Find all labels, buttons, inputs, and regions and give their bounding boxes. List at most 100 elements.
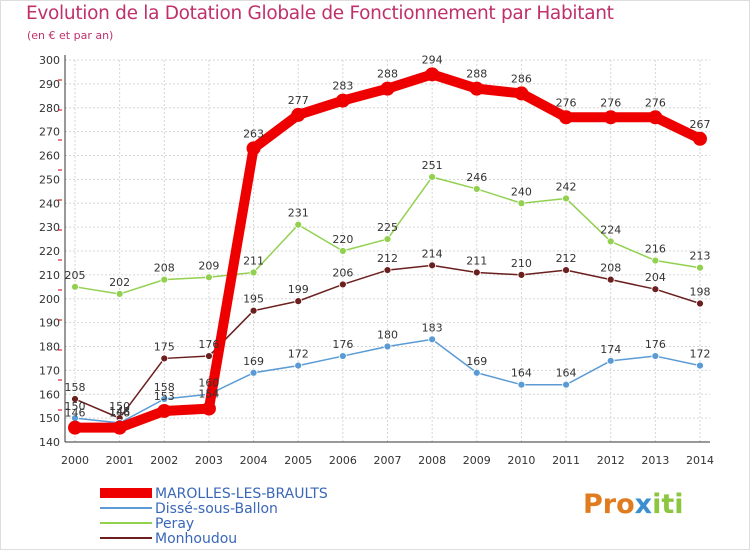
x-tick-label: 2001 bbox=[106, 454, 134, 467]
data-label: 172 bbox=[288, 348, 309, 361]
data-label: 198 bbox=[690, 286, 711, 299]
chart-title: Evolution de la Dotation Globale de Fonc… bbox=[26, 3, 614, 24]
data-point bbox=[294, 297, 303, 306]
chart-subtitle: (en € et par an) bbox=[27, 29, 114, 42]
data-label: 208 bbox=[154, 262, 175, 275]
data-label: 210 bbox=[511, 257, 532, 270]
data-point bbox=[428, 173, 437, 181]
data-point bbox=[160, 354, 169, 363]
data-point bbox=[246, 141, 261, 156]
data-label: 276 bbox=[645, 96, 666, 109]
data-point bbox=[115, 290, 124, 298]
data-point bbox=[696, 361, 704, 370]
y-tick-label: 170 bbox=[39, 364, 60, 377]
x-tick-label: 2010 bbox=[507, 454, 535, 467]
data-label: 251 bbox=[422, 159, 443, 172]
data-point bbox=[338, 352, 347, 360]
data-label: 209 bbox=[198, 259, 219, 272]
data-label: 214 bbox=[422, 247, 443, 260]
x-tick-label: 2004 bbox=[240, 454, 268, 467]
legend-label: Dissé-sous-Ballon bbox=[155, 501, 278, 517]
legend-label: MAROLLES-LES-BRAULTS bbox=[155, 486, 328, 502]
data-point bbox=[68, 420, 82, 435]
data-label: 231 bbox=[288, 207, 309, 220]
data-label: 164 bbox=[511, 367, 532, 380]
data-label: 205 bbox=[65, 269, 86, 282]
data-label: 169 bbox=[466, 355, 487, 368]
data-label: 276 bbox=[600, 96, 621, 109]
data-label: 211 bbox=[466, 254, 487, 267]
data-point bbox=[249, 368, 258, 377]
data-point bbox=[651, 285, 660, 294]
legend-label: Peray bbox=[155, 516, 194, 532]
data-point bbox=[249, 268, 258, 277]
data-point bbox=[648, 110, 663, 125]
data-point bbox=[606, 237, 615, 246]
y-tick-label: 210 bbox=[39, 269, 60, 282]
data-label: 199 bbox=[288, 283, 309, 296]
y-tick-label: 150 bbox=[39, 412, 60, 425]
data-point bbox=[603, 110, 618, 125]
data-label: 164 bbox=[556, 367, 577, 380]
x-tick-label: 2013 bbox=[641, 454, 669, 467]
data-label: 169 bbox=[243, 355, 264, 368]
data-point bbox=[294, 361, 303, 370]
data-point bbox=[651, 256, 660, 265]
data-point bbox=[428, 335, 437, 344]
data-label: 174 bbox=[600, 343, 621, 356]
data-point bbox=[294, 220, 303, 229]
y-tick-label: 190 bbox=[39, 317, 60, 330]
y-tick-label: 290 bbox=[39, 78, 60, 91]
data-point bbox=[562, 194, 570, 203]
legend-label: Monhoudou bbox=[155, 531, 237, 547]
y-tick-label: 180 bbox=[39, 341, 60, 354]
x-tick-label: 2011 bbox=[552, 454, 580, 467]
data-label: 148 bbox=[109, 405, 130, 418]
data-label: 246 bbox=[466, 171, 487, 184]
data-point bbox=[160, 275, 169, 284]
data-label: 263 bbox=[243, 127, 264, 140]
data-label: 146 bbox=[65, 407, 86, 420]
data-point bbox=[517, 380, 526, 389]
x-tick-label: 2014 bbox=[686, 454, 714, 467]
data-point bbox=[517, 199, 526, 208]
data-label: 294 bbox=[422, 53, 443, 66]
data-label: 276 bbox=[556, 96, 577, 109]
y-tick-label: 260 bbox=[39, 150, 60, 163]
data-point bbox=[338, 280, 347, 289]
data-label: 208 bbox=[600, 262, 621, 275]
y-tick-label: 250 bbox=[39, 173, 60, 186]
x-tick-label: 2005 bbox=[284, 454, 312, 467]
data-point bbox=[562, 266, 570, 275]
data-label: 158 bbox=[154, 381, 175, 394]
data-point bbox=[383, 342, 392, 351]
data-point bbox=[338, 247, 347, 255]
data-label: 180 bbox=[377, 329, 398, 342]
data-point bbox=[693, 131, 707, 146]
data-label: 160 bbox=[198, 376, 219, 389]
data-label: 195 bbox=[243, 293, 264, 306]
y-tick-label: 240 bbox=[39, 197, 60, 210]
data-point bbox=[205, 352, 213, 360]
y-tick-label: 140 bbox=[39, 436, 60, 449]
data-point bbox=[696, 299, 704, 308]
x-tick-label: 2007 bbox=[374, 454, 402, 467]
data-label: 204 bbox=[645, 271, 666, 284]
data-label: 288 bbox=[377, 68, 398, 81]
x-tick-label: 2003 bbox=[195, 454, 223, 467]
x-tick-label: 2012 bbox=[597, 454, 625, 467]
x-tick-label: 2008 bbox=[418, 454, 446, 467]
data-label: 216 bbox=[645, 243, 666, 256]
data-label: 172 bbox=[690, 348, 711, 361]
data-point bbox=[335, 93, 350, 108]
data-label: 175 bbox=[154, 340, 175, 353]
data-label: 212 bbox=[556, 252, 577, 265]
data-label: 183 bbox=[422, 321, 443, 334]
data-label: 283 bbox=[332, 80, 353, 93]
data-point bbox=[71, 282, 79, 291]
x-tick-label: 2006 bbox=[329, 454, 357, 467]
data-label: 277 bbox=[288, 94, 309, 107]
data-label: 240 bbox=[511, 185, 532, 198]
y-tick-label: 160 bbox=[39, 388, 60, 401]
